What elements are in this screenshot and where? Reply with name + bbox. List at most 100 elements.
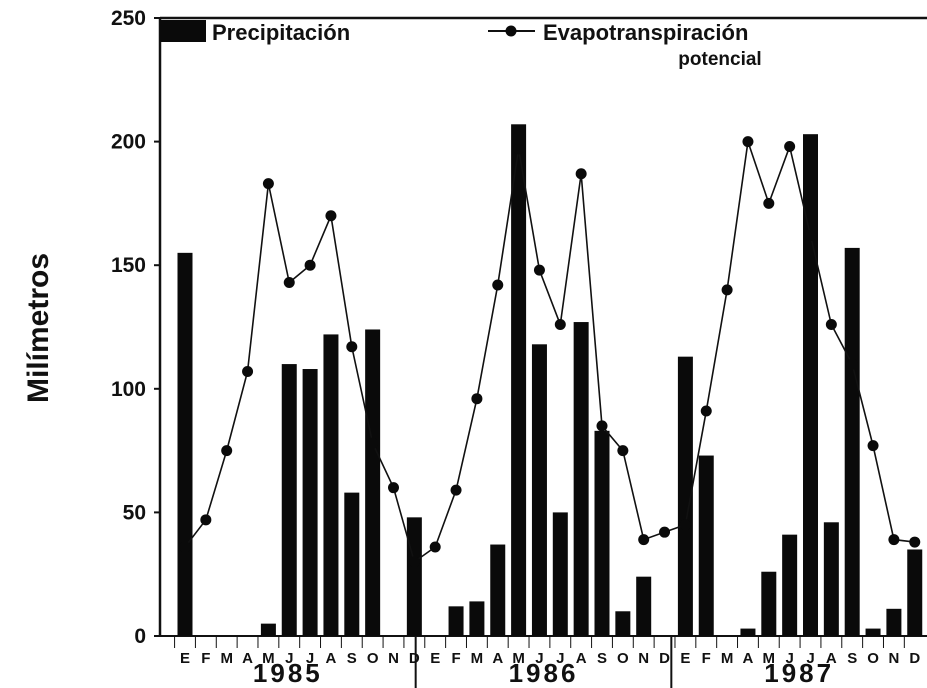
month-label: A xyxy=(743,650,754,667)
month-label: E xyxy=(430,650,440,667)
evapotranspiration-point xyxy=(200,514,212,526)
evapotranspiration-point xyxy=(388,482,399,494)
precipitation-bar xyxy=(323,334,339,636)
legend-bar-label: Precipitación xyxy=(212,20,350,45)
month-label: J xyxy=(306,650,314,667)
evapotranspiration-point xyxy=(554,319,566,331)
evapotranspiration-point xyxy=(846,358,858,370)
precipitation-bar xyxy=(365,329,381,636)
evapotranspiration-point xyxy=(221,445,233,457)
month-label: D xyxy=(909,650,920,667)
precipitation-bar xyxy=(177,252,193,636)
evapotranspiration-point xyxy=(346,341,358,353)
precipitation-bar xyxy=(782,534,798,636)
precipitation-bar xyxy=(469,601,485,636)
precipitation-bar xyxy=(573,322,589,636)
y-tick-label: 250 xyxy=(111,7,146,30)
evapotranspiration-point xyxy=(283,277,295,289)
precipitation-bar xyxy=(302,369,318,636)
evapotranspiration-point xyxy=(450,484,462,496)
month-label: M xyxy=(220,650,233,667)
month-label: F xyxy=(201,650,210,667)
evapotranspiration-line xyxy=(179,136,921,568)
month-label: M xyxy=(512,650,525,667)
evapotranspiration-point xyxy=(867,440,879,452)
precipitation-bar xyxy=(698,455,714,636)
evapotranspiration-point xyxy=(659,526,671,538)
month-label: O xyxy=(367,650,379,667)
month-label: N xyxy=(638,650,649,667)
month-label: M xyxy=(763,650,776,667)
month-label: S xyxy=(347,650,357,667)
evapotranspiration-point xyxy=(638,534,650,546)
evapotranspiration-point xyxy=(513,143,525,155)
month-label: J xyxy=(806,650,814,667)
y-tick-label: 150 xyxy=(111,254,146,277)
precipitation-bar xyxy=(594,430,610,636)
month-label: M xyxy=(471,650,484,667)
precipitation-bar xyxy=(531,344,547,636)
evapotranspiration-point xyxy=(325,210,337,222)
year-label: 1987 xyxy=(764,658,834,688)
evapotranspiration-point xyxy=(617,445,629,457)
evapotranspiration-point xyxy=(721,284,733,296)
evapotranspiration-point xyxy=(784,141,796,153)
precipitation-bar xyxy=(886,608,902,636)
y-tick-label: 200 xyxy=(111,131,146,154)
evapotranspiration-point xyxy=(742,136,754,148)
evapotranspiration-point xyxy=(262,178,274,190)
precipitation-bar xyxy=(344,492,360,636)
precipitation-bar xyxy=(490,544,506,636)
legend-line-marker xyxy=(505,25,517,37)
evapotranspiration-point xyxy=(763,197,775,209)
precipitation-bars xyxy=(177,124,923,637)
y-axis-label: Milímetros xyxy=(22,253,55,403)
month-label: F xyxy=(702,650,711,667)
evapotranspiration-point xyxy=(596,420,608,432)
month-label: O xyxy=(617,650,629,667)
evapotranspiration-point xyxy=(471,393,483,405)
evapotranspiration-point xyxy=(242,365,254,377)
precipitation-bar xyxy=(260,623,276,636)
month-label: J xyxy=(785,650,793,667)
precipitation-bar xyxy=(615,611,631,636)
evapotranspiration-point xyxy=(533,264,545,276)
month-label: J xyxy=(285,650,293,667)
month-label: M xyxy=(262,650,275,667)
precipitation-bar xyxy=(406,517,422,636)
evapotranspiration-point xyxy=(575,168,587,180)
y-tick-label: 50 xyxy=(123,501,146,524)
precipitation-bar xyxy=(740,628,756,636)
evapotranspiration-point xyxy=(179,541,191,553)
month-label: J xyxy=(535,650,543,667)
month-label: N xyxy=(388,650,399,667)
month-label: A xyxy=(826,650,837,667)
month-label: D xyxy=(409,650,420,667)
evapotranspiration-point xyxy=(304,259,316,271)
month-label: O xyxy=(867,650,879,667)
legend-line-label: Evapotranspiración xyxy=(543,20,748,45)
precipitation-bar xyxy=(636,576,652,636)
precipitation-bar xyxy=(448,606,464,636)
y-tick-label: 0 xyxy=(134,625,146,648)
y-tick-label: 100 xyxy=(111,378,146,401)
evapotranspiration-point xyxy=(492,279,504,291)
evapotranspiration-point xyxy=(825,319,837,331)
month-label: F xyxy=(451,650,460,667)
precipitation-bar xyxy=(552,512,568,636)
month-label: A xyxy=(242,650,253,667)
precipitation-bar xyxy=(677,356,693,636)
precipitation-bar xyxy=(823,522,839,636)
evapotranspiration-point xyxy=(679,519,691,531)
precipitation-bar xyxy=(803,134,818,636)
month-label: J xyxy=(556,650,564,667)
precipitation-bar xyxy=(761,571,777,636)
evapotranspiration-point xyxy=(700,405,712,417)
precipitation-bar xyxy=(844,247,860,636)
evapotranspiration-point xyxy=(367,437,379,449)
evapotranspiration-point xyxy=(408,556,420,568)
x-axis: E F M A M J J A S O N D E F M A M J J A S O N D E F M A M J J A S O N D1985… xyxy=(174,636,920,688)
precipitation-bar xyxy=(511,124,527,637)
precipitation-bar xyxy=(281,364,297,636)
